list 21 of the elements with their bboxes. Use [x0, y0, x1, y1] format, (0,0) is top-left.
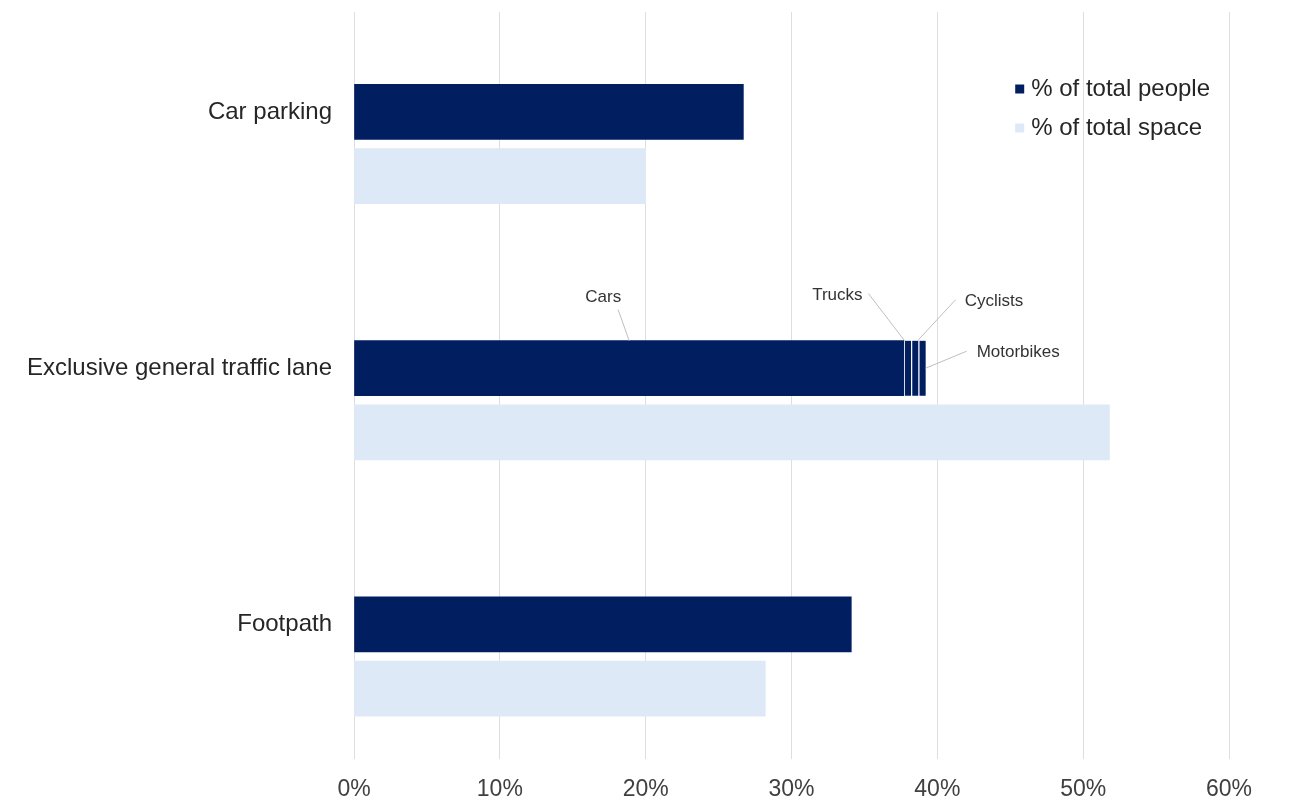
text: Motorbikes — [976, 341, 1060, 361]
x-tick-label: 40% — [914, 775, 961, 802]
bar — [354, 660, 766, 717]
bar — [354, 596, 852, 653]
x-tick-label: 20% — [622, 775, 669, 802]
x-tick-label: 10% — [476, 775, 523, 802]
x-tick-label: 0% — [337, 775, 371, 802]
y-tick-label: Footpath — [237, 609, 332, 637]
bar — [354, 84, 744, 140]
x-tick-label: 30% — [768, 775, 815, 802]
legend-label: % of total people — [1031, 73, 1210, 101]
x-tick-label: 50% — [1060, 775, 1107, 802]
text: Trucks — [812, 285, 863, 305]
y-tick-label: Car parking — [207, 96, 332, 124]
y-tick-label: Exclusive general traffic lane — [26, 352, 332, 380]
series-label: Cars — [585, 287, 622, 307]
text: Cyclists — [964, 291, 1024, 311]
x-tick-label: 60% — [1205, 775, 1253, 802]
bar — [354, 148, 646, 204]
legend-label: % of total space — [1031, 112, 1202, 140]
bar — [354, 404, 1110, 461]
